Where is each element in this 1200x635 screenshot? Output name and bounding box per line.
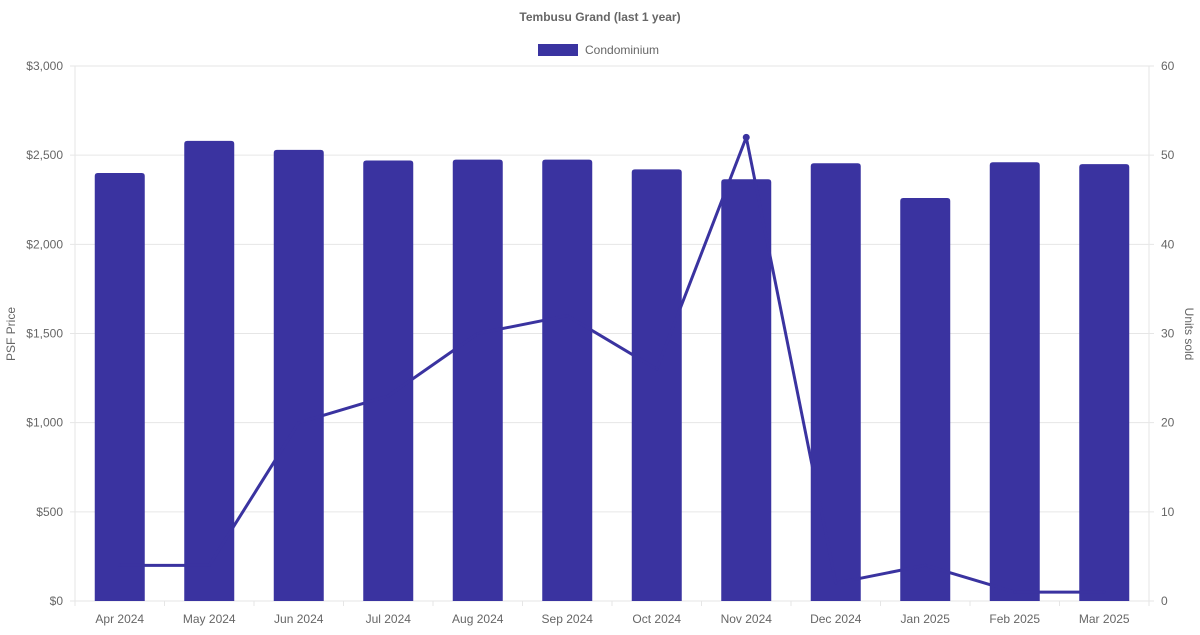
legend-swatch	[538, 44, 578, 56]
chart-title: Tembusu Grand (last 1 year)	[519, 10, 680, 24]
x-tick-label: Dec 2024	[810, 612, 862, 626]
x-tick-label: Feb 2025	[989, 612, 1040, 626]
line-point	[834, 581, 838, 585]
x-tick-label: Aug 2024	[452, 612, 504, 626]
x-tick-label: Sep 2024	[542, 612, 594, 626]
line-point	[297, 421, 301, 425]
y-right-tick-label: 20	[1161, 416, 1175, 430]
y-left-tick-label: $1,000	[26, 416, 63, 430]
x-tick-label: Jan 2025	[901, 612, 951, 626]
line-point	[118, 563, 122, 567]
line-point	[207, 563, 211, 567]
x-tick-label: Oct 2024	[632, 612, 681, 626]
bar	[452, 159, 503, 601]
y-right-tick-label: 30	[1161, 327, 1175, 341]
y-right-axis-title: Units sold	[1182, 308, 1196, 361]
bar	[989, 162, 1040, 602]
x-tick-label: Apr 2024	[95, 612, 144, 626]
y-left-axis-title: PSF Price	[4, 307, 18, 361]
legend-label: Condominium	[585, 43, 659, 57]
line-point	[742, 133, 750, 141]
line-point	[1102, 590, 1106, 594]
line-point	[1013, 590, 1017, 594]
bar	[184, 140, 235, 601]
y-left-tick-label: $0	[50, 594, 64, 608]
grid	[70, 65, 1154, 606]
y-right-tick-label: 60	[1161, 59, 1175, 73]
x-tick-label: Jul 2024	[366, 612, 412, 626]
y-left-tick-label: $1,500	[26, 327, 63, 341]
bar	[542, 159, 593, 601]
bars	[94, 140, 1130, 602]
units-line	[118, 133, 1106, 594]
y-left-tick-label: $500	[36, 505, 63, 519]
x-tick-label: Jun 2024	[274, 612, 324, 626]
line-point	[386, 394, 390, 398]
bar	[94, 173, 145, 601]
legend[interactable]: Condominium	[538, 43, 659, 57]
bar	[810, 163, 861, 602]
y-right-tick-label: 10	[1161, 505, 1175, 519]
y-right-tick-label: 40	[1161, 237, 1175, 251]
x-tick-label: Mar 2025	[1079, 612, 1130, 626]
y-left-tick-label: $2,500	[26, 148, 63, 162]
y-right-tick-label: 50	[1161, 148, 1175, 162]
y-left-tick-label: $2,000	[26, 237, 63, 251]
y-left-tick-label: $3,000	[26, 59, 63, 73]
axes: $0 0 $500 10 $1,000 20 $1,500 30 $2,000 40 $2,500 5…	[26, 59, 1174, 626]
line-point	[565, 314, 569, 318]
bar	[900, 197, 951, 601]
x-tick-label: May 2024	[183, 612, 236, 626]
line-point	[476, 332, 480, 335]
bar	[721, 179, 772, 601]
bar	[1079, 164, 1130, 602]
bar	[273, 149, 324, 602]
line-point	[923, 563, 927, 567]
x-tick-label: Nov 2024	[721, 612, 773, 626]
y-right-tick-label: 0	[1161, 594, 1168, 608]
line-point	[655, 367, 659, 371]
bar	[631, 169, 682, 601]
line-series-path	[119, 135, 1105, 594]
bar	[363, 160, 414, 601]
